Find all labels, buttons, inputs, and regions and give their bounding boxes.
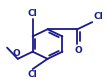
Text: Cl: Cl	[93, 12, 103, 21]
Text: O: O	[13, 49, 21, 58]
Text: O: O	[74, 46, 82, 55]
Text: Cl: Cl	[28, 70, 38, 79]
Text: Cl: Cl	[28, 9, 38, 18]
